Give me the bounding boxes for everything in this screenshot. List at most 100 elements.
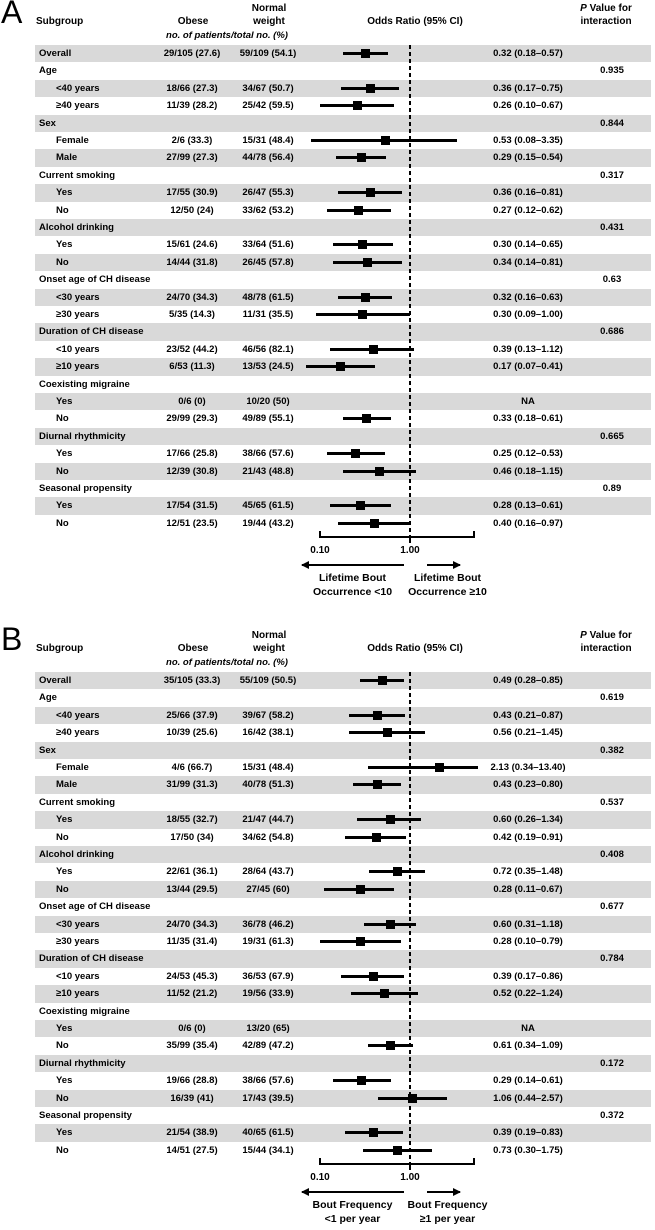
obese-value: 2/6 (33.3) [171,135,213,146]
subgroup-label: <10 years [56,970,100,982]
subgroup-label: Coexisting migraine [39,1005,130,1017]
odds-ratio-ci-value: 0.72 (0.35–1.48) [493,866,563,878]
left-direction-arrow [301,1187,404,1196]
normal-weight-value: 46/56 (82.1) [242,343,294,355]
or-point-marker [385,815,395,825]
obese-value: 27/99 (27.3) [166,152,218,164]
normal-weight-value: 42/89 (47.2) [242,1040,294,1052]
odds-ratio-ci-value: 0.53 (0.08–3.35) [493,135,563,146]
normal-weight-value: 55/109 (50.5) [239,675,297,686]
obese-value: 29/105 (27.6) [163,48,221,59]
normal-weight-value: 19/31 (61.3) [242,936,294,947]
column-header-p-value-line2: interaction [580,643,632,654]
odds-ratio-ci-value: 0.43 (0.21–0.87) [493,709,563,721]
obese-value: 35/99 (35.4) [166,1040,218,1052]
subgroup-data-row: Yes 19/66 (28.8) 38/66 (57.6) 0.29 (0.14–0.… [35,1072,651,1089]
subgroup-data-row: No 29/99 (29.3) 49/89 (55.1) 0.33 (0.18–0.6… [35,410,651,427]
subgroup-data-row: No 13/44 (29.5) 27/45 (60) 0.28 (0.11–0.67) [35,880,651,899]
footer-label-right-line1: Bout Frequency [407,1199,488,1211]
right-direction-arrow [427,1187,461,1196]
or-point-marker [392,867,402,877]
subgroup-data-row: Yes 0/6 (0) 13/20 (65) NA [35,1020,651,1038]
arrowhead-left-icon [301,1187,309,1196]
subgroup-data-row: Yes 17/54 (31.5) 45/65 (61.5) 0.28 (0.13–0.… [35,497,651,515]
subgroup-data-row: No 14/51 (27.5) 15/44 (34.1) 0.73 (0.30–1.7… [35,1142,651,1159]
subgroup-label: Onset age of CH disease [39,274,151,286]
subgroup-label: Current smoking [39,796,116,808]
odds-ratio-ci-value: 0.73 (0.30–1.75) [493,1144,563,1156]
right-direction-arrow [427,560,461,569]
x-axis-left-cap [319,1158,321,1165]
normal-weight-value: 15/44 (34.1) [242,1144,294,1156]
left-direction-arrow [301,560,404,569]
or-point-marker [351,449,361,459]
subgroup-label: Coexisting migraine [39,378,130,390]
x-axis-tick-1 [409,538,411,543]
odds-ratio-ci-value: 0.27 (0.12–0.62) [493,204,563,216]
subgroup-data-row: Yes 15/61 (24.6) 33/64 (51.6) 0.30 (0.14–0.… [35,236,651,253]
p-value-interaction: 0.844 [600,117,624,129]
p-value-interaction: 0.172 [600,1057,624,1069]
subgroup-label: No [56,831,69,843]
normal-weight-value: 45/65 (61.5) [242,500,294,512]
or-point-marker [368,1128,378,1138]
subgroup-label: Overall [39,48,72,59]
column-header-odds-ratio: Odds Ratio (95% CI) [367,643,463,654]
or-point-marker [355,937,365,946]
subgroup-data-row: Yes 18/55 (32.7) 21/47 (44.7) 0.60 (0.26–1.… [35,811,651,829]
column-header-normal-weight-line1: Normal [251,3,287,14]
column-header-odds-ratio: Odds Ratio (95% CI) [367,16,463,27]
subgroup-category-row: Sex 0.844 [35,114,651,132]
obese-value: 12/50 (24) [170,204,214,216]
footer-label-right-line2: ≥1 per year [419,1213,476,1225]
subgroup-data-row: No 17/50 (34) 34/62 (54.8) 0.42 (0.19–0.91) [35,829,651,846]
subgroup-category-row: Current smoking 0.317 [35,167,651,184]
x-axis-tick-label-100: 1.00 [400,545,420,556]
or-point-marker [362,414,372,424]
subgroup-label: Seasonal propensity [39,483,132,494]
x-axis-tick-label-100: 1.00 [400,1172,420,1183]
p-rest: Value for [586,630,632,641]
obese-value: 12/51 (23.5) [166,517,218,529]
p-value-interaction: 0.935 [600,65,624,77]
odds-ratio-ci-value: 0.39 (0.13–1.12) [493,343,563,355]
obese-value: 11/39 (28.2) [166,100,218,112]
odds-ratio-ci-value: 0.28 (0.11–0.67) [493,883,563,895]
normal-weight-value: 34/62 (54.8) [242,831,294,843]
subgroup-label: No [56,465,69,477]
p-value-interaction: 0.431 [600,222,624,233]
odds-ratio-ci-value: 0.32 (0.18–0.57) [493,48,563,59]
or-point-marker [355,884,365,894]
subgroup-category-row: Coexisting migraine [35,1003,651,1020]
normal-weight-value: 15/31 (48.4) [242,135,294,146]
subgroup-label: Yes [56,396,73,407]
or-point-marker [358,240,368,250]
subgroup-category-row: Onset age of CH disease 0.677 [35,898,651,915]
subgroup-label: Yes [56,448,73,460]
obese-value: 19/66 (28.8) [166,1075,218,1087]
odds-ratio-ci-value: 0.61 (0.34–1.09) [493,1040,563,1052]
subgroup-label: No [56,883,69,895]
column-header-normal-weight-line2: weight [253,16,285,27]
subgroup-data-row: ≥30 years 11/35 (31.4) 19/31 (61.3) 0.28 (0… [35,933,651,950]
obese-value: 31/99 (31.3) [166,779,218,791]
or-point-marker [354,205,364,215]
normal-weight-value: 26/47 (55.3) [242,187,294,199]
or-point-marker [358,310,368,319]
subgroup-label: Yes [56,866,73,878]
or-point-marker [372,710,382,720]
subgroup-label: Duration of CH disease [39,326,144,338]
footer-label-left: Lifetime Bout Occurrence <10 [290,571,415,599]
or-point-marker [382,728,392,738]
subgroup-label: No [56,256,69,268]
normal-weight-value: 15/31 (48.4) [242,762,294,773]
odds-ratio-ci-value: 0.30 (0.09–1.00) [493,309,563,320]
odds-ratio-ci-value: 0.33 (0.18–0.61) [493,413,563,425]
subgroup-data-row: Female 4/6 (66.7) 15/31 (48.4) 2.13 (0.34–1… [35,759,651,776]
subgroup-data-row: ≥40 years 11/39 (28.2) 25/42 (59.5) 0.26 (0… [35,97,651,114]
subgroup-label: <40 years [56,709,100,721]
odds-ratio-ci-value: 0.29 (0.14–0.61) [493,1075,563,1087]
subgroup-label: <40 years [56,82,100,94]
normal-weight-value: 10/20 (50) [246,396,290,407]
subgroup-label: ≥30 years [56,936,100,947]
